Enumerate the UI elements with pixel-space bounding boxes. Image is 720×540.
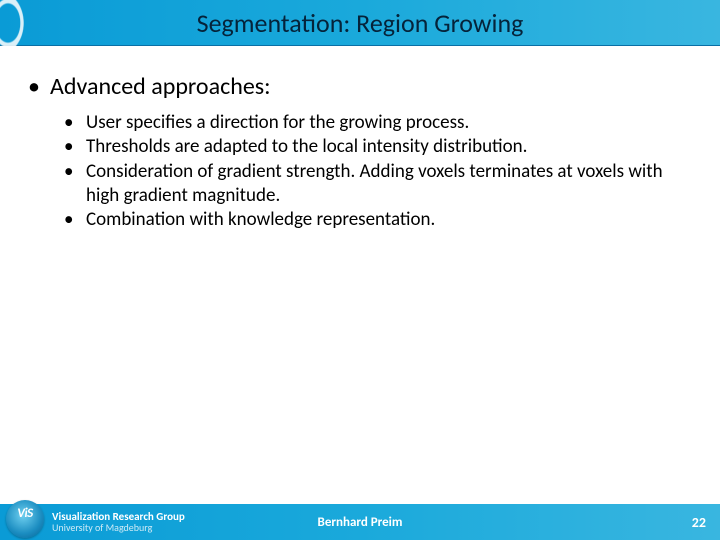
- bullet-icon: •: [64, 111, 76, 135]
- vis-logo-icon: [6, 500, 44, 538]
- list-item-text: User specifies a direction for the growi…: [86, 111, 469, 135]
- bullet-icon: •: [64, 135, 76, 159]
- slide-title: Segmentation: Region Growing: [197, 7, 524, 39]
- bullet-icon: •: [28, 72, 40, 101]
- list-item-text: Consideration of gradient strength. Addi…: [86, 160, 692, 209]
- list-item-text: Thresholds are adapted to the local inte…: [86, 135, 527, 159]
- slide: Segmentation: Region Growing • Advanced …: [0, 0, 720, 540]
- footer-bar: Visualization Research Group University …: [0, 504, 720, 540]
- list-item: • User specifies a direction for the gro…: [64, 111, 692, 135]
- footer-university: University of Magdeburg: [52, 523, 185, 534]
- page-number: 22: [692, 514, 706, 531]
- sub-bullet-list: • User specifies a direction for the gro…: [28, 111, 692, 233]
- list-item: • Consideration of gradient strength. Ad…: [64, 160, 692, 209]
- footer-logo-block: Visualization Research Group University …: [0, 506, 185, 538]
- list-item: • Combination with knowledge representat…: [64, 208, 692, 232]
- footer-affiliation: Visualization Research Group University …: [52, 511, 185, 533]
- content-area: • Advanced approaches: • User specifies …: [0, 46, 720, 233]
- heading-text: Advanced approaches:: [50, 72, 271, 101]
- footer-author: Bernhard Preim: [318, 515, 403, 530]
- list-item: • Thresholds are adapted to the local in…: [64, 135, 692, 159]
- title-bar: Segmentation: Region Growing: [0, 0, 720, 46]
- bullet-icon: •: [64, 160, 76, 209]
- list-item-text: Combination with knowledge representatio…: [86, 208, 435, 232]
- heading-item: • Advanced approaches:: [28, 72, 692, 101]
- bullet-icon: •: [64, 208, 76, 232]
